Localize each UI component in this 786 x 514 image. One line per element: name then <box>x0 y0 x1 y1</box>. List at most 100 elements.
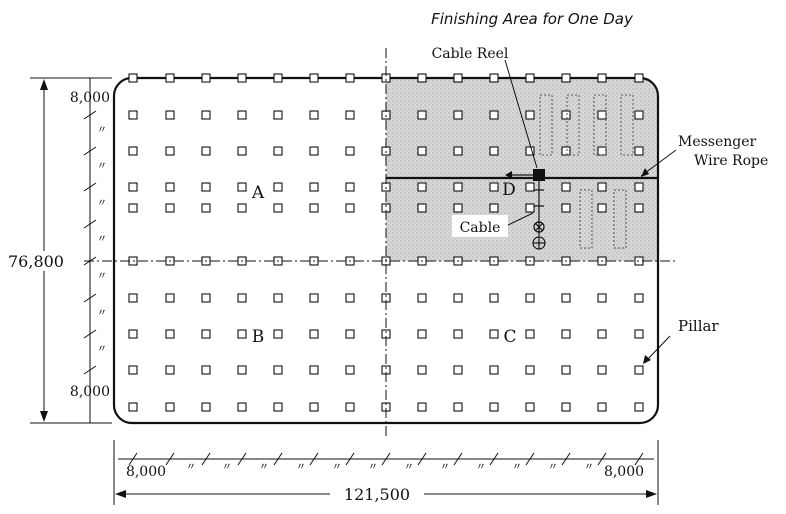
cable-reel-leader <box>504 59 538 169</box>
pillar <box>634 203 644 213</box>
pillar-grid <box>128 73 644 412</box>
pillar <box>634 110 644 120</box>
cable-label-bg <box>452 215 508 237</box>
pillar <box>201 182 211 192</box>
repeat-mark: 〃 <box>368 462 378 473</box>
height-dimension-label: 76,800 <box>8 252 64 271</box>
pillar <box>489 146 499 156</box>
pillar <box>345 110 355 120</box>
pillar <box>237 329 247 339</box>
repeat-mark: 〃 <box>332 462 342 473</box>
repeat-mark: 〃 <box>584 462 594 473</box>
pillar-leader-arrowhead <box>643 355 651 364</box>
repeat-mark: 〃 <box>97 344 107 355</box>
horizontal-dimension-arrow-left <box>115 490 126 498</box>
repeat-mark: 〃 <box>97 234 107 245</box>
cable-direction-arrowhead <box>505 171 512 179</box>
pillar <box>525 203 535 213</box>
pillar <box>273 365 283 375</box>
repeat-mark: 〃 <box>186 462 196 473</box>
wire-rope-label: Wire Rope <box>694 153 768 169</box>
pillar <box>453 146 463 156</box>
pillar <box>525 182 535 192</box>
pillar <box>273 110 283 120</box>
pillar <box>525 73 535 83</box>
pillar <box>561 73 571 83</box>
zone-d-label: D <box>502 180 516 200</box>
pillar <box>128 73 138 83</box>
pillar <box>273 146 283 156</box>
repeat-mark: 〃 <box>404 462 414 473</box>
zone-c-label: C <box>503 327 516 347</box>
pillar <box>453 365 463 375</box>
pillar <box>417 365 427 375</box>
pillar <box>165 329 175 339</box>
pillar <box>561 365 571 375</box>
pillar <box>165 73 175 83</box>
pillar <box>561 329 571 339</box>
pillar <box>128 110 138 120</box>
pillar <box>345 402 355 412</box>
pillar <box>453 110 463 120</box>
pillar <box>309 146 319 156</box>
pillar <box>345 73 355 83</box>
zone-a-label: A <box>251 183 265 203</box>
pillar <box>345 182 355 192</box>
pillar <box>489 73 499 83</box>
pillar <box>273 402 283 412</box>
pillar <box>525 146 535 156</box>
repeat-mark: 〃 <box>97 271 107 282</box>
pillar <box>345 293 355 303</box>
pillar <box>417 182 427 192</box>
pillar <box>597 110 607 120</box>
repeat-mark: 〃 <box>222 462 232 473</box>
pillar <box>165 146 175 156</box>
pillar <box>597 182 607 192</box>
pillar <box>634 329 644 339</box>
pillar <box>634 402 644 412</box>
pillar <box>525 365 535 375</box>
pillar <box>597 329 607 339</box>
pillar <box>417 110 427 120</box>
pillar <box>597 402 607 412</box>
repeat-mark: 〃 <box>440 462 450 473</box>
horizontal-dimension-arrow-right <box>646 490 657 498</box>
pillar <box>417 203 427 213</box>
pillar <box>309 329 319 339</box>
pillar <box>237 402 247 412</box>
bottom-right-spacing-label: 8,000 <box>604 464 644 480</box>
pillar <box>453 73 463 83</box>
pillar <box>273 73 283 83</box>
pillar <box>453 329 463 339</box>
pillar <box>237 293 247 303</box>
repeat-mark: 〃 <box>97 125 107 136</box>
repeat-mark: 〃 <box>97 198 107 209</box>
cable-drop <box>532 181 546 250</box>
pillar <box>237 73 247 83</box>
pillar <box>201 365 211 375</box>
pillar <box>417 402 427 412</box>
pillar <box>309 365 319 375</box>
vertical-dimension-ticks: 〃〃〃〃〃〃〃 <box>83 110 107 375</box>
horizontal-dimension-ticks: 〃 〃 〃 〃 〃 〃 〃 〃 〃 〃 〃 〃 <box>128 452 644 473</box>
pillar <box>128 293 138 303</box>
repeat-mark: 〃 <box>548 462 558 473</box>
pillar <box>489 110 499 120</box>
pillar <box>309 182 319 192</box>
pillar <box>453 293 463 303</box>
pillar-leader <box>644 335 671 363</box>
pillar <box>237 365 247 375</box>
pillar <box>561 182 571 192</box>
pillar <box>417 293 427 303</box>
zone-b-label: B <box>252 327 265 347</box>
pillar <box>489 203 499 213</box>
finishing-area-shading <box>386 78 658 261</box>
pillar <box>201 146 211 156</box>
pillar <box>634 73 644 83</box>
messenger-leader-arrowhead <box>641 168 649 177</box>
pillar <box>634 365 644 375</box>
pillar <box>165 182 175 192</box>
pillar <box>634 293 644 303</box>
pillar <box>309 402 319 412</box>
pillar-label: Pillar <box>678 317 719 335</box>
